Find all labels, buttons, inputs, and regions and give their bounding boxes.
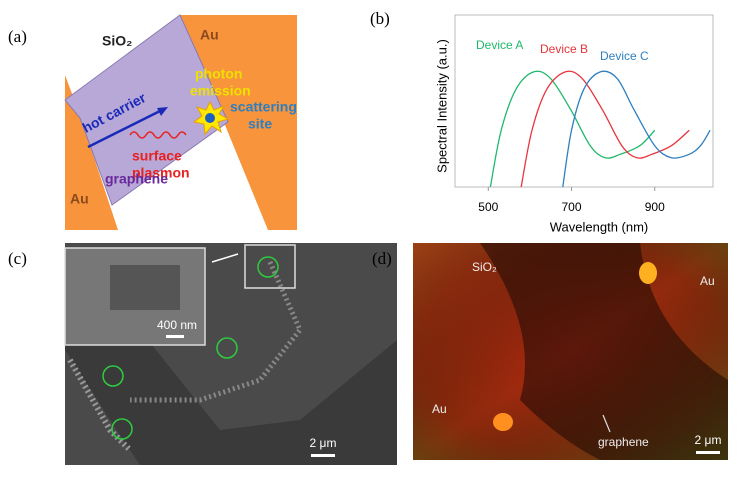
y-axis-label: Spectral Intensity (a.u.) (434, 39, 449, 173)
emission-spot (493, 413, 513, 431)
x-tick-label: 900 (645, 200, 665, 214)
au-label: Au (700, 274, 715, 288)
series-line (562, 70, 711, 188)
plasmon-wave (129, 131, 187, 139)
sem-particles (67, 358, 133, 453)
series-line (489, 70, 656, 188)
panel-label: (d) (372, 249, 392, 268)
legend-label: Device A (476, 38, 523, 52)
scale-bar (696, 451, 720, 454)
inset-feature (110, 265, 180, 310)
scale-label: 2 μm (695, 433, 722, 447)
site-marker (216, 337, 238, 359)
panel-label: (a) (8, 27, 27, 46)
hot-carrier-arrow (87, 108, 163, 149)
x-tick-label: 500 (478, 200, 498, 214)
pointer (211, 253, 239, 263)
graphene-region (480, 243, 728, 460)
pointer (602, 414, 611, 433)
panel-label: (c) (8, 249, 27, 268)
au-electrode (180, 15, 297, 230)
plasmon-label: surface (132, 148, 182, 164)
au-label: Au (200, 27, 219, 43)
diagram: SiO₂ Au Au photon emission hot carrier s… (64, 14, 297, 230)
scattering-label: scattering (230, 99, 297, 115)
inset-scale-label: 400 nm (157, 318, 197, 332)
series-line (520, 70, 690, 188)
arrow-head (157, 107, 168, 116)
sio2-label: SiO₂ (102, 33, 132, 49)
x-axis-label: Wavelength (nm) (550, 219, 649, 234)
scale-label: 2 μm (310, 436, 337, 450)
graphene-label: graphene (598, 435, 649, 449)
plasmon-label: plasmon (132, 165, 190, 181)
graphene-sheet (64, 14, 229, 206)
graphene-label: graphene (105, 171, 168, 187)
emission-spot (639, 262, 657, 284)
emission-image: SiO₂ Au Au graphene 2 μm (413, 243, 728, 460)
photon-label: photon (195, 66, 242, 82)
scale-bar (166, 335, 184, 338)
scale-bar (311, 454, 335, 457)
plot-frame (454, 14, 714, 188)
site-marker (102, 365, 124, 387)
inset-box (244, 244, 296, 289)
site-marker (257, 256, 279, 278)
legend-label: Device B (540, 42, 588, 56)
scattering-label: site (248, 116, 272, 132)
photon-label: emission (190, 83, 251, 99)
site-marker (111, 418, 133, 440)
scattering-site (205, 113, 215, 123)
legend-label: Device C (600, 49, 649, 63)
chart: 500 700 900 Wavelength (nm) Spectral Intensi… (434, 14, 714, 234)
sem-image: 400 nm 2 μm (64, 243, 397, 465)
panel-label: (b) (370, 9, 390, 28)
sio2-label: SiO₂ (472, 260, 497, 274)
au-label: Au (70, 191, 89, 207)
sem-region (65, 243, 397, 465)
au-label: Au (432, 402, 447, 416)
x-tick-label: 700 (562, 200, 582, 214)
